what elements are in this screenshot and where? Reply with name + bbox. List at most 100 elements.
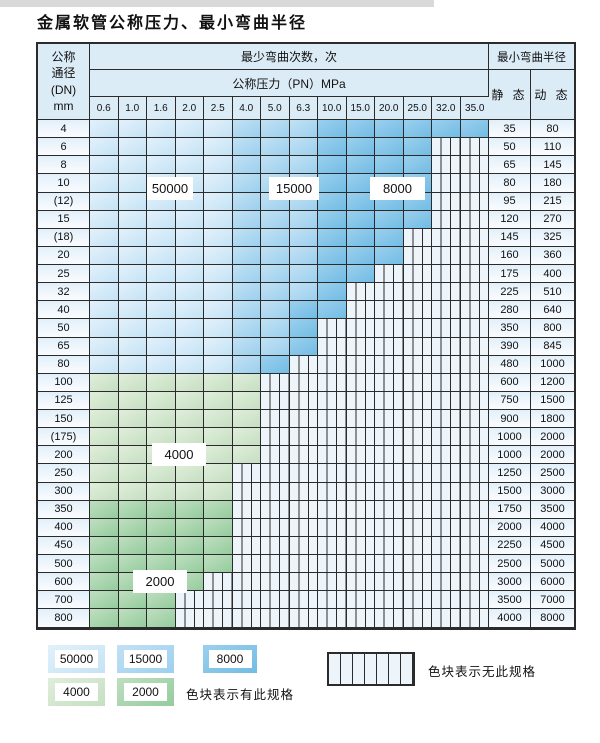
cell-15000-cycles (261, 120, 290, 139)
cell-not-available (432, 609, 461, 628)
dynamic-radius-cell: 2000 (531, 446, 574, 465)
cell-50000-cycles (118, 337, 147, 356)
cell-not-available (403, 555, 432, 574)
cell-2000-cycles (175, 555, 204, 574)
cell-not-available (432, 591, 461, 610)
cell-50000-cycles (204, 228, 233, 247)
page-title: 金属软管公称压力、最小弯曲半径 (37, 13, 308, 32)
cell-not-available (460, 391, 489, 410)
zone-label-50000: 50000 (147, 177, 193, 200)
cell-not-available (346, 428, 375, 447)
cell-8000-cycles (346, 246, 375, 265)
cell-4000-cycles (118, 391, 147, 410)
static-radius-cell: 3000 (489, 573, 531, 592)
cell-2000-cycles (147, 500, 176, 519)
static-radius-cell: 1500 (489, 482, 531, 501)
cell-not-available (289, 500, 318, 519)
cell-15000-cycles (261, 337, 290, 356)
cell-8000-cycles (289, 319, 318, 338)
cell-not-available (432, 319, 461, 338)
cell-not-available (460, 428, 489, 447)
cell-not-available (261, 428, 290, 447)
cell-50000-cycles (118, 174, 147, 193)
cell-not-available (403, 428, 432, 447)
pressure-header-1.0: 1.0 (118, 97, 147, 120)
dn-cell: 400 (38, 518, 90, 537)
cell-15000-cycles (261, 138, 290, 157)
cell-15000-cycles (261, 156, 290, 175)
cell-4000-cycles (147, 482, 176, 501)
cell-not-available (318, 536, 347, 555)
cell-not-available (289, 410, 318, 429)
dn-cell: 15 (38, 210, 90, 229)
cell-not-available (375, 283, 404, 302)
cell-not-available (318, 410, 347, 429)
cell-8000-cycles (318, 138, 347, 157)
cell-15000-cycles (232, 192, 261, 211)
cell-2000-cycles (147, 536, 176, 555)
cell-not-available (403, 464, 432, 483)
cell-not-available (375, 265, 404, 284)
cell-8000-cycles (346, 156, 375, 175)
cell-50000-cycles (204, 265, 233, 284)
cell-not-available (432, 156, 461, 175)
cell-4000-cycles (232, 446, 261, 465)
cell-8000-cycles (261, 355, 290, 374)
cell-8000-cycles (318, 192, 347, 211)
cell-50000-cycles (118, 283, 147, 302)
dn-cell: (18) (38, 228, 90, 247)
cell-50000-cycles (90, 265, 119, 284)
cell-not-available (432, 573, 461, 592)
zone-label-8000: 8000 (370, 177, 425, 200)
cell-2000-cycles (204, 518, 233, 537)
cell-8000-cycles (403, 120, 432, 139)
cell-not-available (432, 536, 461, 555)
legend-available-note: 色块表示有此规格 (186, 688, 295, 702)
dynamic-radius-cell: 1800 (531, 410, 574, 429)
static-radius-cell: 80 (489, 174, 531, 193)
cell-50000-cycles (90, 210, 119, 229)
static-radius-cell: 160 (489, 246, 531, 265)
cell-4000-cycles (204, 428, 233, 447)
cell-not-available (460, 373, 489, 392)
cell-50000-cycles (175, 228, 204, 247)
cell-2000-cycles (118, 500, 147, 519)
cell-not-available (432, 192, 461, 211)
cell-not-available (318, 428, 347, 447)
cell-4000-cycles (175, 410, 204, 429)
cell-not-available (403, 591, 432, 610)
cell-not-available (318, 573, 347, 592)
zone-label-15000: 15000 (269, 177, 319, 200)
static-radius-cell: 175 (489, 265, 531, 284)
cell-not-available (460, 283, 489, 302)
cell-not-available (460, 518, 489, 537)
cell-15000-cycles (232, 355, 261, 374)
cell-15000-cycles (232, 228, 261, 247)
cell-2000-cycles (147, 609, 176, 628)
cell-8000-cycles (346, 228, 375, 247)
cell-not-available (375, 536, 404, 555)
cell-not-available (403, 265, 432, 284)
cell-not-available (346, 464, 375, 483)
cell-8000-cycles (318, 283, 347, 302)
cell-8000-cycles (375, 210, 404, 229)
static-radius-cell: 600 (489, 373, 531, 392)
cell-8000-cycles (375, 228, 404, 247)
cell-not-available (432, 518, 461, 537)
cell-15000-cycles (232, 246, 261, 265)
dn-cell: 50 (38, 319, 90, 338)
dn-cell: (12) (38, 192, 90, 211)
cell-50000-cycles (118, 355, 147, 374)
cell-not-available (375, 428, 404, 447)
cell-not-available (403, 373, 432, 392)
cell-not-available (346, 536, 375, 555)
header-min-bend-cycles: 最少弯曲次数，次 (90, 44, 489, 70)
cell-8000-cycles (318, 120, 347, 139)
cell-8000-cycles (318, 246, 347, 265)
cell-not-available (432, 482, 461, 501)
cell-50000-cycles (90, 319, 119, 338)
dn-cell: 65 (38, 337, 90, 356)
cell-2000-cycles (90, 536, 119, 555)
dynamic-radius-cell: 4000 (531, 518, 574, 537)
pressure-header-35.0: 35.0 (460, 97, 489, 120)
